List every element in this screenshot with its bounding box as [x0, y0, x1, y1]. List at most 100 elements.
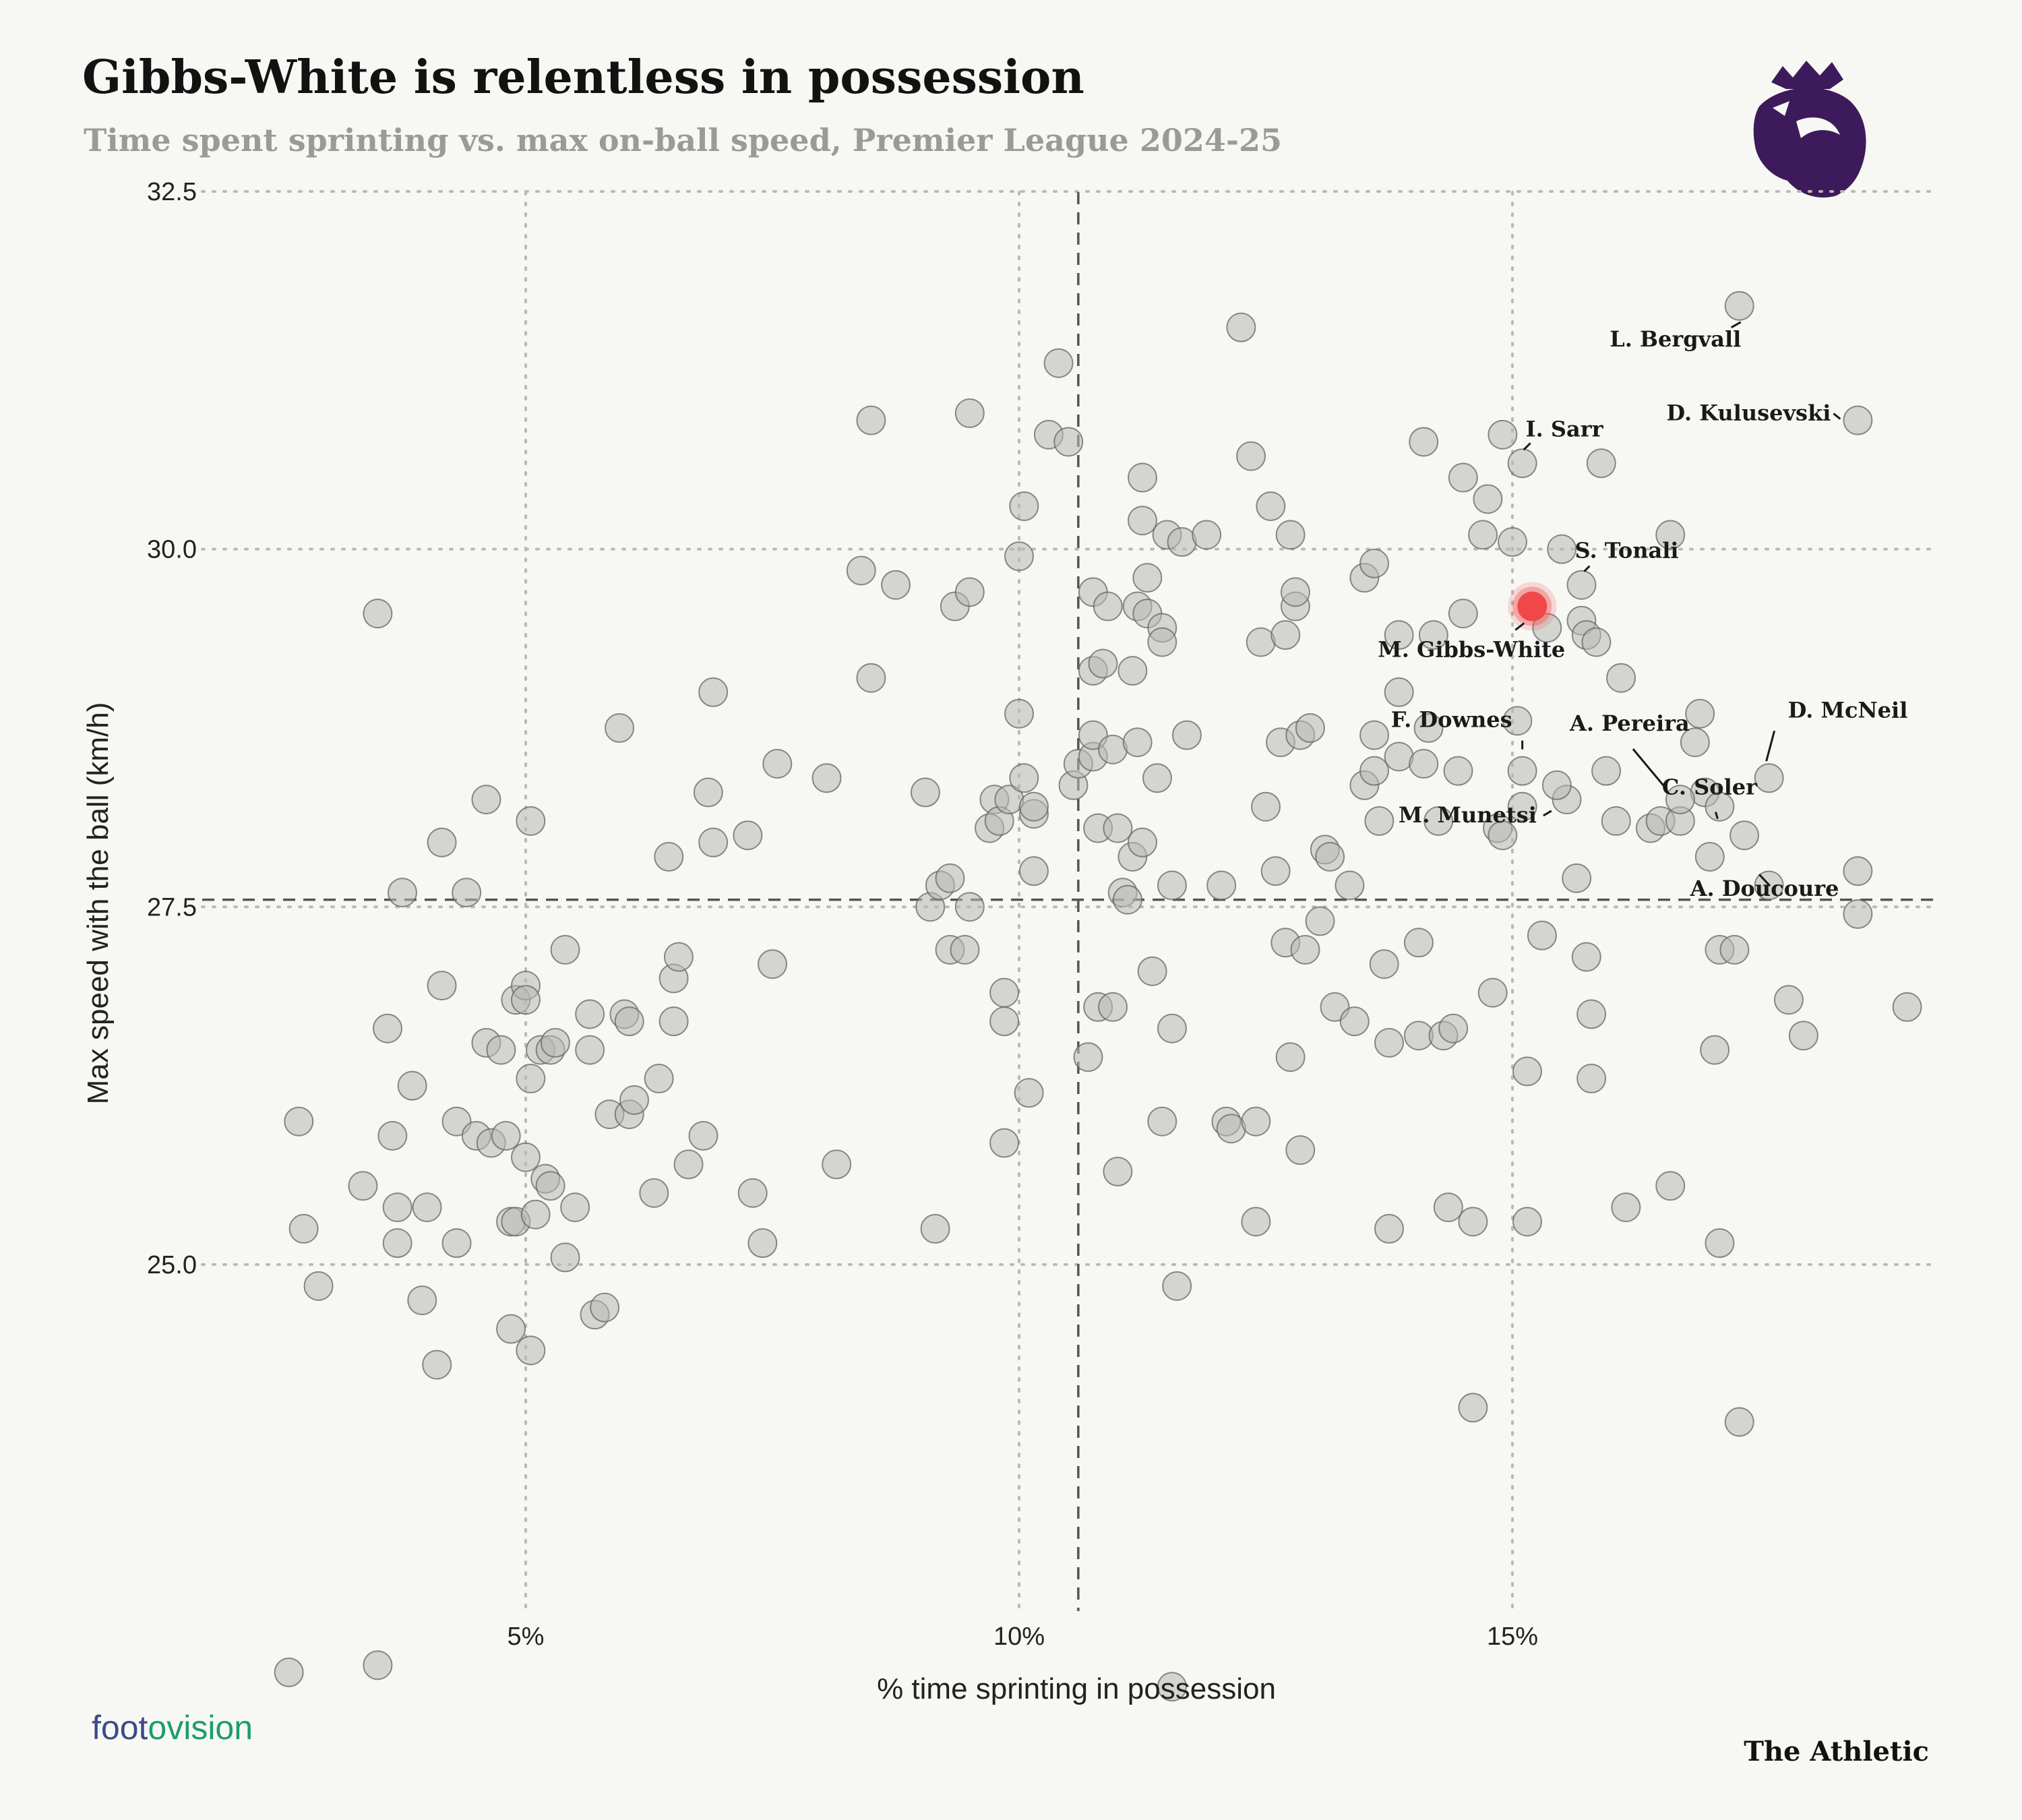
player-dot: [1507, 448, 1537, 479]
player-dot: [1477, 977, 1508, 1008]
x-axis-label: % time sprinting in possession: [877, 1672, 1276, 1705]
player-dot: [1507, 791, 1537, 822]
the-athletic-logo: The Athletic: [1744, 1736, 1929, 1767]
player-dot: [1729, 820, 1760, 851]
player-dot: [1043, 348, 1074, 378]
annotation-leader-line: [1543, 810, 1552, 817]
player-dot: [1018, 856, 1049, 886]
player-dot: [1128, 827, 1157, 857]
player-dot: [1468, 520, 1498, 550]
player-dot: [511, 985, 541, 1015]
player-dot: [1280, 577, 1310, 607]
player-dot: [348, 1171, 378, 1201]
player-dot: [1843, 405, 1873, 435]
footovision-logo: footovision: [92, 1709, 253, 1747]
annotation-leader-line: [1765, 730, 1776, 762]
player-dot: [1216, 1114, 1246, 1144]
player-dot: [654, 842, 684, 872]
player-dot: [412, 1192, 442, 1223]
player-dot: [1374, 1213, 1404, 1244]
player-dot: [1014, 1078, 1044, 1108]
player-dot: [1448, 599, 1478, 629]
footovision-part-2: o: [148, 1709, 166, 1747]
annotation-leader-line: [1715, 812, 1719, 820]
player-dot: [1157, 870, 1187, 901]
player-dot: [605, 712, 635, 743]
y-axis-label: Max speed with the ball (km/h): [82, 702, 115, 1105]
player-annotation: A. Doucoure: [1690, 876, 1839, 901]
player-dot: [1438, 1013, 1469, 1043]
player-dot: [535, 1171, 565, 1201]
player-dot: [1128, 506, 1157, 536]
player-dot: [471, 785, 501, 815]
player-dot: [1705, 791, 1735, 822]
player-dot: [1680, 727, 1710, 758]
player-annotation: S. Tonali: [1574, 538, 1678, 564]
player-dot: [590, 1292, 620, 1323]
player-dot: [520, 1199, 551, 1230]
player-dot: [1384, 620, 1414, 650]
player-dot: [663, 942, 694, 972]
player-annotation: L. Bergvall: [1610, 326, 1741, 352]
player-dot: [1507, 756, 1537, 786]
player-dot: [1448, 462, 1478, 493]
player-dot: [954, 398, 985, 428]
player-dot: [644, 1064, 674, 1094]
player-dot: [698, 677, 729, 707]
player-dot: [1305, 906, 1335, 936]
x-tick-label: 5%: [508, 1622, 545, 1651]
player-dot: [1335, 870, 1365, 901]
player-dot: [1512, 1207, 1542, 1237]
player-dot: [1576, 999, 1607, 1029]
player-dot: [1098, 734, 1128, 764]
player-dot: [1137, 956, 1167, 986]
player-dot: [822, 1149, 852, 1180]
player-dot: [452, 878, 482, 908]
annotation-leader-line: [1833, 413, 1841, 420]
player-dot: [1251, 791, 1281, 822]
player-dot: [1403, 928, 1434, 958]
player-dot: [1581, 627, 1612, 657]
player-dot: [1093, 591, 1123, 621]
player-dot: [1009, 491, 1039, 521]
player-dot: [1409, 427, 1439, 457]
player-dot: [1655, 1171, 1686, 1201]
player-dot: [1206, 870, 1237, 901]
player-dot: [1098, 992, 1128, 1022]
player-dot: [1004, 541, 1034, 572]
player-dot: [1384, 741, 1414, 772]
player-dot: [935, 863, 965, 893]
player-dot: [575, 1035, 605, 1065]
footovision-part-1: foot: [92, 1709, 148, 1747]
player-dot: [1705, 1228, 1735, 1258]
player-dot: [1369, 949, 1399, 979]
player-dot: [673, 1149, 704, 1180]
player-dot: [511, 1142, 541, 1172]
player-dot: [1773, 985, 1804, 1015]
player-dot: [1157, 1672, 1187, 1702]
player-dot: [1374, 1027, 1404, 1058]
player-dot: [274, 1657, 304, 1687]
y-tick-label: 25.0: [147, 1251, 197, 1279]
player-dot: [303, 1271, 334, 1301]
player-dot: [550, 1242, 580, 1273]
chart-title: Gibbs-White is relentless in possession: [82, 51, 1084, 104]
annotation-leader-line: [1730, 321, 1742, 329]
player-dot: [1004, 698, 1034, 729]
player-dot: [881, 570, 911, 600]
player-dot: [1413, 712, 1444, 743]
player-dot: [1167, 527, 1197, 557]
player-dot: [1359, 756, 1390, 786]
player-dot: [377, 1120, 408, 1151]
player-dot: [989, 1128, 1020, 1158]
player-dot: [1541, 770, 1572, 800]
x-tick-label: 10%: [993, 1622, 1045, 1651]
annotation-leader-line: [1523, 442, 1531, 451]
player-dot: [1226, 312, 1256, 342]
player-dot: [1754, 763, 1784, 793]
player-dot: [1364, 806, 1395, 836]
player-dot: [619, 1085, 650, 1115]
footovision-part-3: vision: [166, 1709, 253, 1747]
player-dot: [1315, 842, 1345, 872]
player-dot: [1384, 677, 1414, 707]
